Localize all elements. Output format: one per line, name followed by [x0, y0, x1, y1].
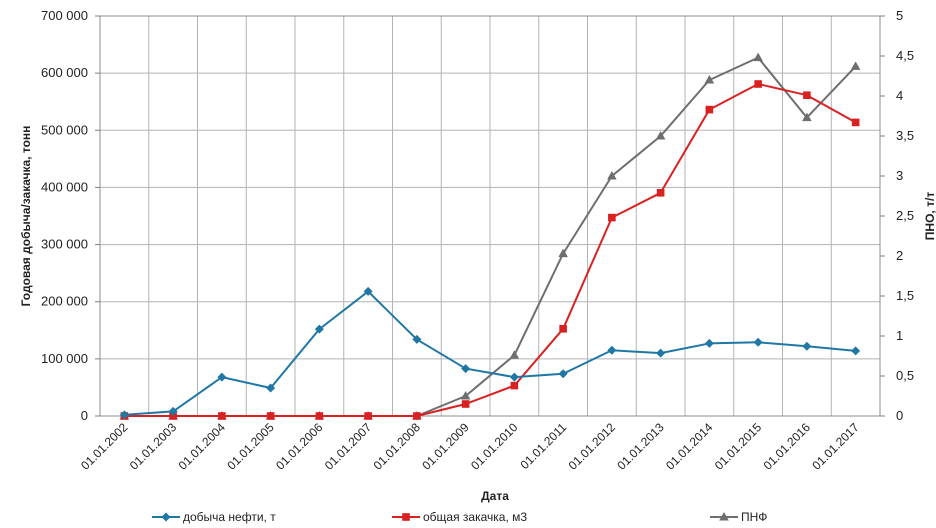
y-tick-label: 300 000 [41, 237, 88, 252]
point-square [754, 80, 762, 88]
point-square [851, 118, 860, 127]
y2-tick-label: 0 [896, 408, 903, 423]
y2-tick-label: 2,5 [896, 208, 914, 223]
point-triangle [704, 75, 715, 84]
grid [99, 15, 881, 417]
y-axis-left-ticks: 0 100 000 200 000 300 000 400 000 500 000 600 … [41, 8, 100, 423]
x-tick-label: 01.01.2005 [224, 420, 277, 473]
legend-label: общая закачка, м3 [423, 510, 527, 524]
point-diamond [802, 341, 812, 351]
point-diamond [217, 372, 227, 382]
x-tick-label: 01.01.2017 [809, 420, 862, 473]
y-tick-label: 400 000 [41, 179, 88, 194]
point-square [413, 412, 421, 420]
y2-tick-label: 3 [896, 168, 903, 183]
point-diamond [607, 345, 617, 355]
point-square [218, 412, 226, 420]
x-tick-label: 01.01.2013 [614, 420, 667, 473]
y-tick-label: 700 000 [41, 8, 88, 23]
point-diamond [161, 512, 171, 522]
x-axis-label: Дата [481, 489, 509, 503]
point-square [656, 189, 665, 197]
y2-tick-label: 3,5 [896, 128, 914, 143]
x-tick-label: 01.01.2015 [712, 420, 765, 473]
x-tick-label: 01.01.2004 [176, 420, 229, 473]
x-tick-label: 01.01.2003 [127, 420, 180, 473]
x-tick-label: 01.01.2011 [518, 420, 570, 472]
point-square [803, 91, 811, 99]
y-tick-label: 0 [81, 408, 88, 423]
point-triangle [802, 112, 812, 122]
point-diamond [363, 286, 373, 296]
point-triangle [607, 171, 617, 180]
point-diamond [704, 338, 714, 348]
y2-tick-label: 4 [896, 88, 903, 103]
point-triangle [558, 248, 568, 258]
point-diamond [266, 383, 276, 393]
point-diamond [851, 346, 861, 356]
y-axis-right-ticks: 0 0,5 1 1,5 2 2,5 3 3,5 4 4,5 5 [880, 8, 914, 423]
point-diamond [558, 369, 568, 379]
point-diamond [461, 364, 471, 374]
point-diamond [656, 348, 666, 358]
x-tick-label: 01.01.2014 [663, 420, 716, 473]
point-square [364, 412, 372, 420]
x-axis-ticks: 01.01.200201.01.200301.01.200401.01.2005… [78, 420, 862, 473]
point-triangle [719, 512, 729, 521]
point-square [608, 213, 616, 222]
x-tick-label: 01.01.2002 [78, 420, 131, 473]
point-diamond [119, 410, 129, 420]
x-tick-label: 01.01.2016 [761, 420, 814, 473]
x-tick-label: 01.01.2007 [322, 420, 375, 473]
x-tick-label: 01.01.2012 [566, 420, 619, 473]
y2-tick-label: 1 [896, 328, 903, 343]
point-triangle [753, 52, 763, 62]
legend-label: добыча нефти, т [183, 510, 276, 524]
y2-tick-label: 2 [896, 248, 903, 263]
point-triangle [655, 131, 666, 140]
point-square [510, 381, 519, 390]
x-tick-label: 01.01.2006 [273, 420, 326, 473]
y-axis-label-right: ПНО, т/т [923, 192, 936, 241]
x-tick-label: 01.01.2008 [371, 420, 424, 473]
point-diamond [314, 324, 324, 334]
y-tick-label: 200 000 [41, 294, 88, 309]
y-tick-label: 500 000 [41, 122, 88, 137]
point-square [402, 513, 410, 521]
legend: добыча нефти, т общая закачка, м3 ПНФ [152, 510, 767, 524]
point-square [705, 105, 714, 114]
y2-tick-label: 1,5 [896, 288, 914, 303]
point-square [315, 412, 324, 420]
point-diamond [753, 337, 763, 347]
point-square [559, 325, 567, 333]
y2-tick-label: 0,5 [896, 368, 914, 383]
y2-tick-label: 5 [896, 8, 903, 23]
point-triangle [850, 61, 861, 70]
x-tick-label: 01.01.2010 [468, 420, 521, 473]
point-triangle [509, 350, 520, 359]
legend-label: ПНФ [741, 510, 767, 524]
series-line-1 [124, 83, 857, 417]
point-square [169, 412, 177, 420]
point-diamond [509, 372, 519, 382]
series-line-0 [124, 290, 856, 416]
y-axis-label-left: Годовая добыча/закачка, тонн [19, 126, 33, 307]
y-tick-label: 600 000 [41, 65, 88, 80]
point-diamond [168, 406, 178, 416]
point-square [266, 412, 275, 420]
x-tick-label: 01.01.2009 [419, 420, 472, 473]
y-tick-label: 100 000 [41, 351, 88, 366]
point-square [461, 400, 470, 408]
series-lines [124, 56, 857, 417]
point-triangle [460, 391, 471, 400]
series-markers [119, 52, 861, 420]
point-diamond [412, 334, 422, 344]
y2-tick-label: 4,5 [896, 48, 914, 63]
